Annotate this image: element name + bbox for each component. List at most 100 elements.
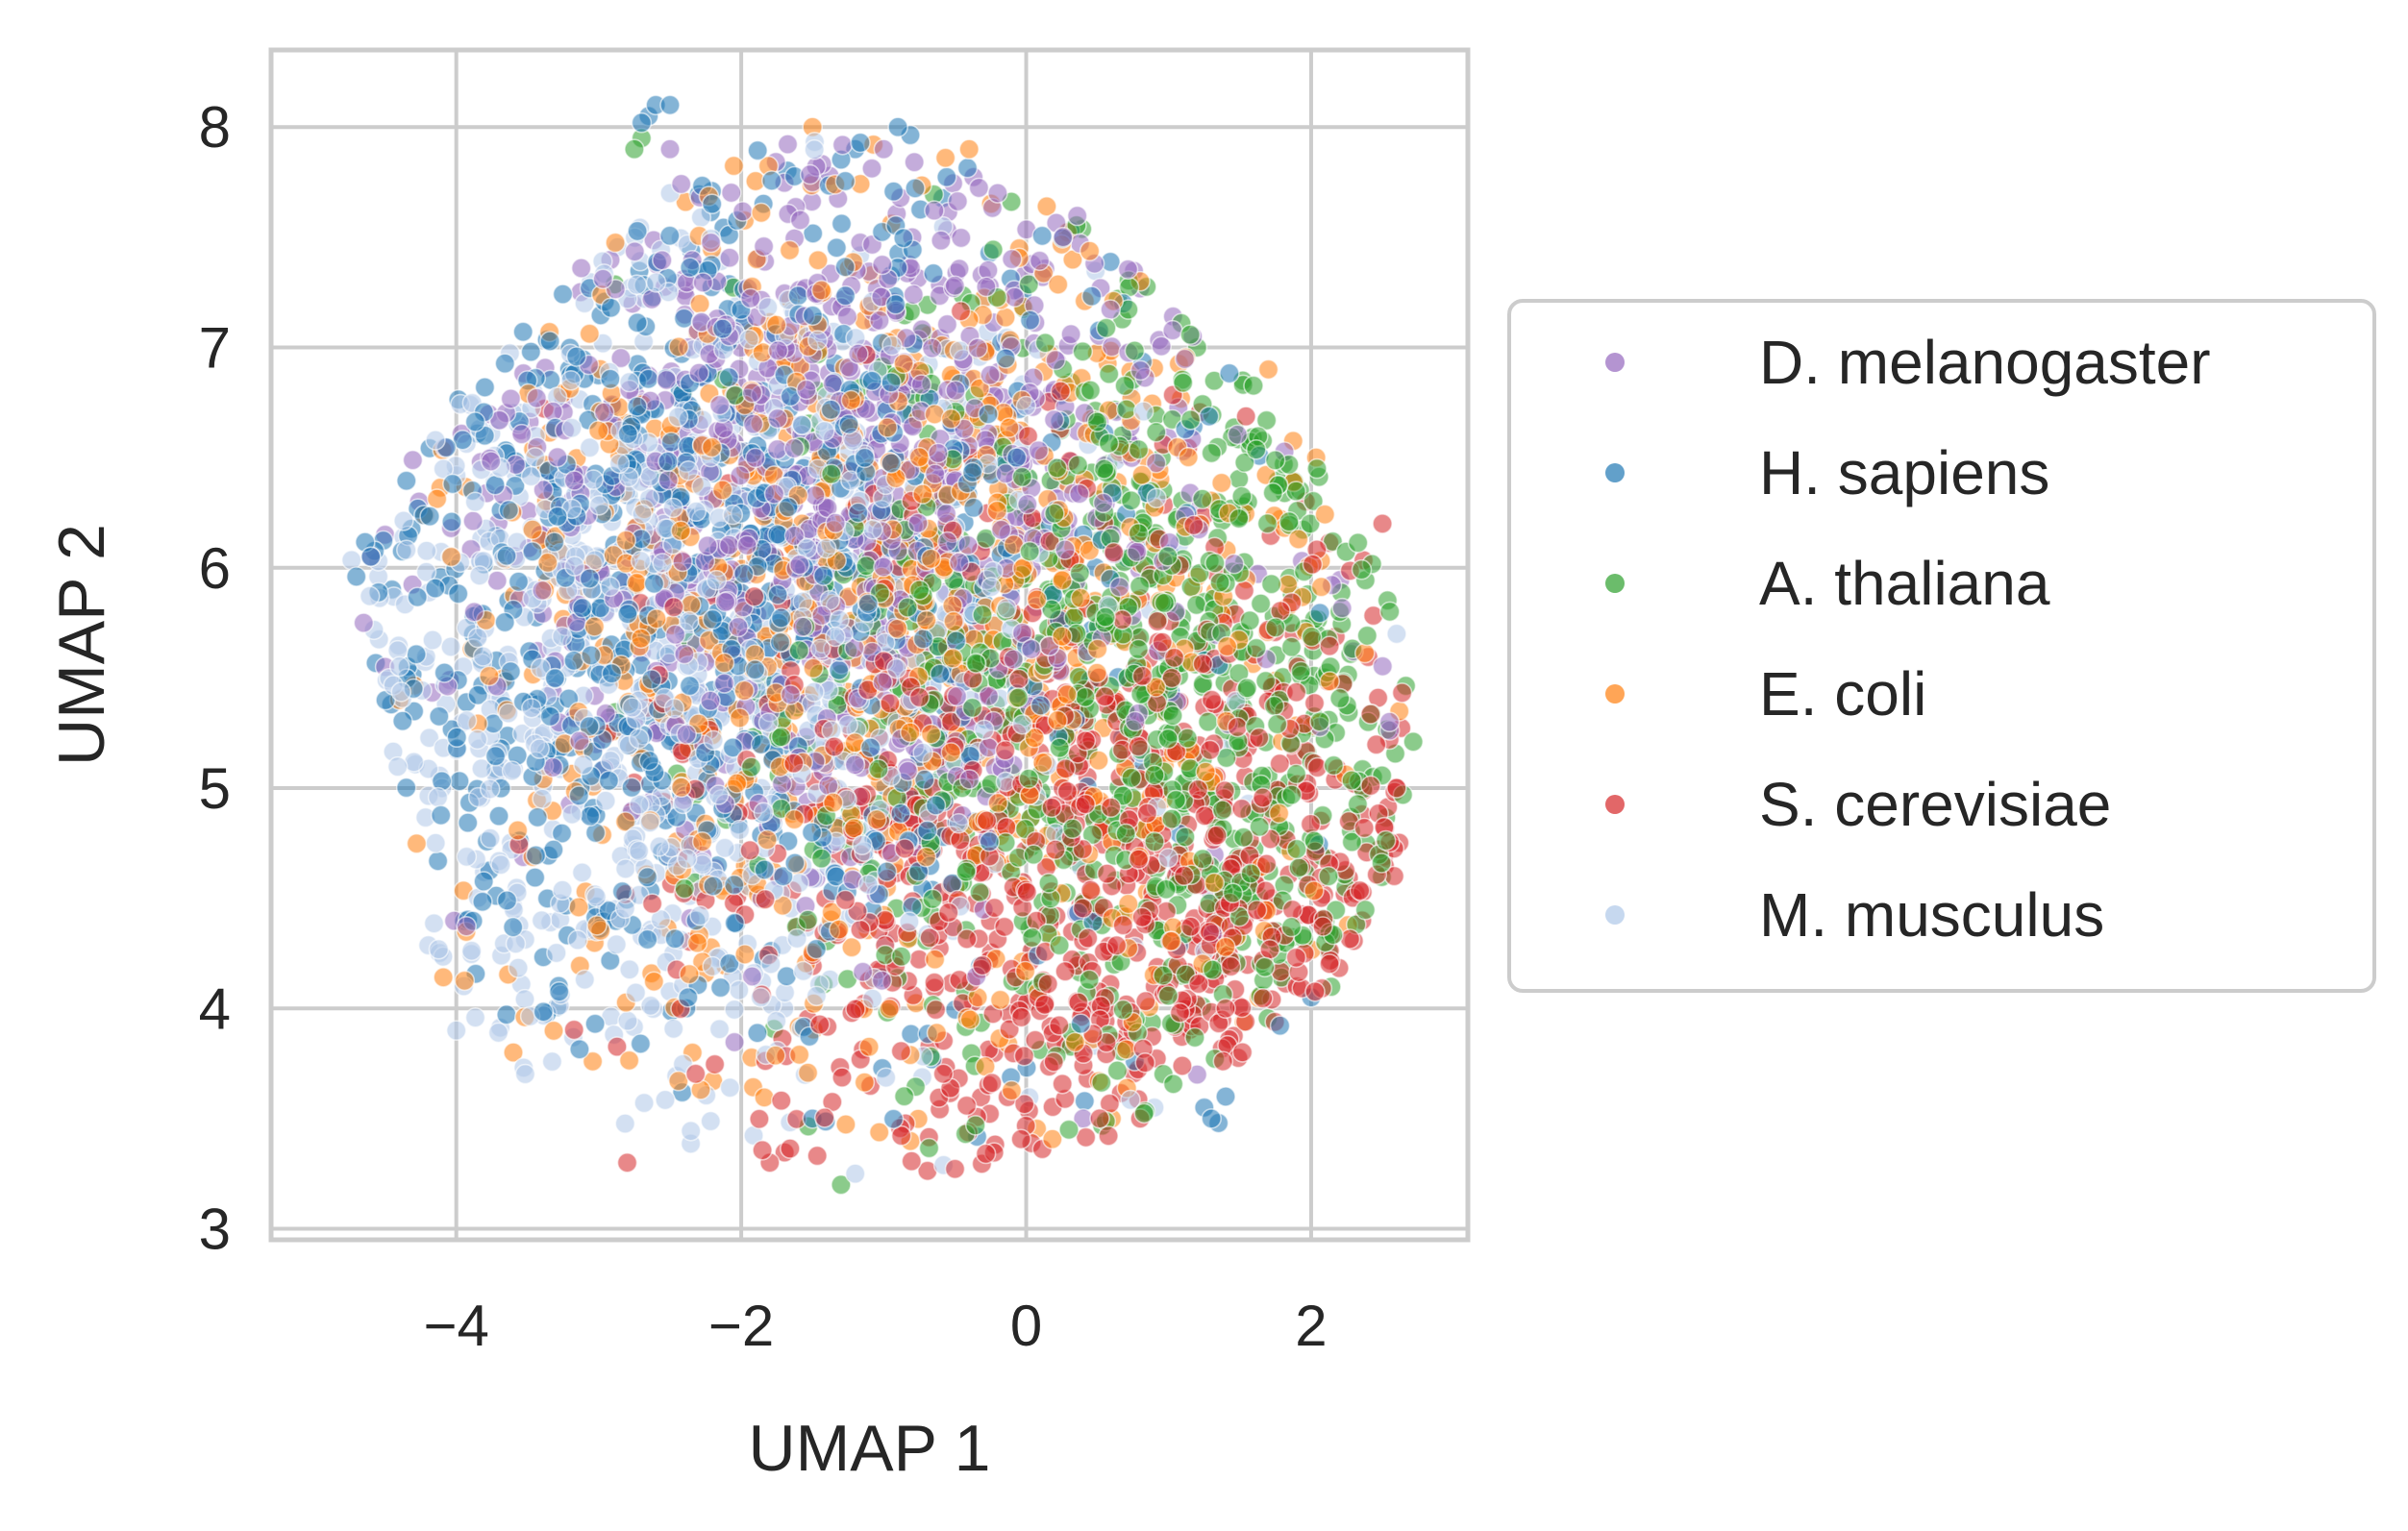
scatter-point <box>910 374 932 395</box>
scatter-point <box>626 572 648 594</box>
scatter-point <box>1128 438 1150 460</box>
scatter-point <box>541 1050 563 1073</box>
scatter-point <box>995 307 1016 329</box>
scatter-point <box>1356 625 1378 647</box>
scatter-point <box>454 970 476 992</box>
scatter-point <box>1043 408 1065 431</box>
scatter-point <box>571 862 593 883</box>
scatter-point <box>402 449 424 471</box>
scatter-point <box>567 929 588 951</box>
scatter-point <box>924 949 946 971</box>
scatter-point <box>1309 602 1330 624</box>
scatter-point <box>728 616 749 638</box>
scatter-point <box>600 368 621 390</box>
scatter-point <box>807 330 829 351</box>
scatter-point <box>488 805 509 827</box>
scatter-point <box>1212 1050 1234 1073</box>
scatter-point <box>353 612 375 633</box>
scatter-point <box>755 888 776 910</box>
scatter-point <box>700 690 721 712</box>
scatter-point <box>514 1063 536 1085</box>
scatter-point <box>969 881 990 903</box>
scatter-point <box>935 166 957 188</box>
scatter-point <box>587 420 609 441</box>
scatter-point <box>598 770 620 792</box>
scatter-point <box>754 1087 775 1108</box>
scatter-point <box>1053 226 1074 248</box>
scatter-point <box>903 284 925 306</box>
scatter-point <box>804 681 825 703</box>
scatter-point <box>861 158 882 180</box>
scatter-point <box>767 339 789 361</box>
scatter-point <box>395 470 417 492</box>
scatter-point <box>893 1085 915 1107</box>
scatter-point <box>1052 1074 1073 1095</box>
scatter-point <box>1068 992 1089 1013</box>
scatter-point <box>1050 381 1072 402</box>
scatter-point <box>1301 626 1323 648</box>
scatter-point <box>611 880 633 902</box>
scatter-point <box>406 643 427 665</box>
scatter-point <box>1184 1026 1205 1049</box>
scatter-point <box>724 999 745 1021</box>
scatter-point <box>480 827 501 850</box>
scatter-point <box>423 912 445 934</box>
scatter-point <box>539 705 561 728</box>
scatter-point <box>1147 610 1168 632</box>
scatter-point <box>986 500 1008 522</box>
scatter-point <box>1052 569 1073 591</box>
scatter-point <box>975 1143 997 1165</box>
scatter-point <box>1165 789 1187 811</box>
scatter-point <box>812 565 834 586</box>
scatter-point <box>1172 1055 1193 1076</box>
scatter-point <box>934 147 956 169</box>
scatter-point <box>1204 553 1226 574</box>
scatter-point <box>1106 1060 1129 1081</box>
scatter-point <box>568 897 589 918</box>
scatter-point <box>982 238 1004 260</box>
scatter-point <box>749 1108 770 1130</box>
scatter-point <box>427 851 449 872</box>
scatter-point <box>1058 1119 1080 1141</box>
scatter-point <box>901 1150 923 1172</box>
scatter-point <box>1131 464 1153 486</box>
scatter-point <box>834 256 856 278</box>
scatter-point <box>614 898 636 920</box>
scatter-point <box>579 805 601 827</box>
scatter-point <box>787 284 809 307</box>
scatter-point <box>943 610 964 632</box>
scatter-point <box>1026 589 1048 610</box>
scatter-point <box>1331 597 1353 619</box>
scatter-point <box>1157 545 1179 567</box>
scatter-point <box>899 911 920 932</box>
scatter-point <box>1046 457 1068 479</box>
scatter-point <box>1306 457 1328 480</box>
scatter-point <box>426 488 448 509</box>
scatter-point <box>543 531 565 553</box>
scatter-point <box>617 603 638 625</box>
scatter-point <box>1010 1006 1032 1028</box>
scatter-point <box>944 1158 966 1180</box>
scatter-point <box>1255 409 1278 432</box>
scatter-point <box>668 336 689 358</box>
scatter-point <box>886 618 908 640</box>
scatter-point <box>1049 1015 1070 1036</box>
scatter-point <box>551 823 573 844</box>
scatter-point <box>447 582 469 605</box>
scatter-point <box>1250 593 1272 614</box>
scatter-point <box>617 1010 638 1031</box>
scatter-point <box>890 803 911 825</box>
scatter-point <box>730 465 751 486</box>
scatter-point <box>502 916 524 938</box>
scatter-point <box>624 138 645 160</box>
scatter-point <box>923 262 944 284</box>
scatter-point <box>1174 348 1196 370</box>
scatter-point <box>1014 960 1036 982</box>
scatter-point <box>702 608 724 630</box>
scatter-point <box>1129 576 1151 597</box>
scatter-point <box>1372 513 1393 534</box>
scatter-point <box>1036 196 1057 217</box>
scatter-point <box>1187 778 1209 801</box>
scatter-point <box>978 736 1000 758</box>
scatter-point <box>822 373 844 395</box>
